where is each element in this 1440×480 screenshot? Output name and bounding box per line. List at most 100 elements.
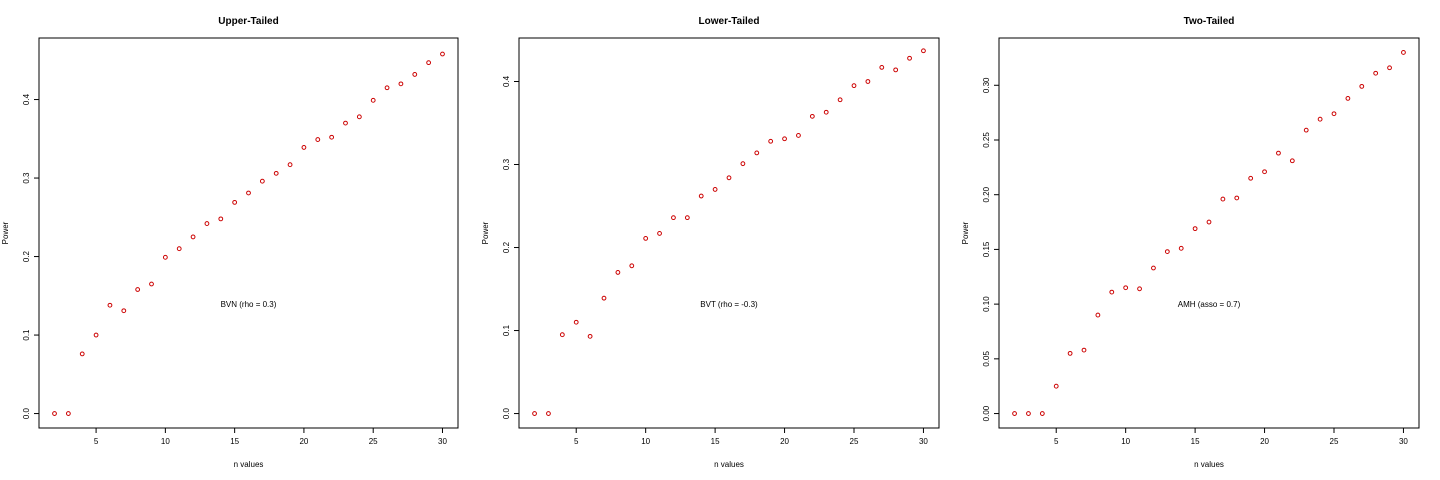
x-tick-label: 5 [94, 437, 99, 446]
data-point [546, 411, 551, 416]
data-point [1317, 116, 1323, 122]
data-point [782, 136, 787, 142]
y-tick-label: 0.1 [22, 329, 31, 341]
data-point [135, 287, 141, 292]
data-point [149, 281, 154, 287]
data-point [1331, 111, 1337, 117]
data-point [384, 85, 390, 91]
data-point [273, 170, 279, 176]
x-tick-label: 30 [438, 437, 447, 446]
data-point [1192, 226, 1198, 232]
data-point [851, 83, 857, 89]
data-point [1081, 347, 1087, 353]
data-point [643, 235, 649, 241]
data-point [176, 246, 182, 252]
data-point [1359, 83, 1365, 89]
y-tick-label: 0.0 [22, 407, 31, 419]
x-tick-label: 30 [1399, 437, 1408, 446]
data-point [865, 79, 871, 84]
y-tick-label: 0.0 [502, 407, 511, 419]
data-point [412, 72, 418, 77]
x-tick-label: 15 [230, 437, 239, 446]
data-point [1053, 383, 1059, 389]
data-point [698, 193, 704, 199]
data-point [315, 137, 321, 142]
data-point [1276, 150, 1281, 156]
plot-annotation: BVN (rho = 0.3) [221, 300, 277, 309]
data-point [52, 411, 57, 416]
data-point [1095, 312, 1101, 318]
data-point [587, 333, 593, 339]
data-point [1123, 285, 1129, 291]
data-point [204, 221, 210, 226]
data-point [329, 134, 335, 140]
data-point [246, 190, 251, 196]
data-point [1373, 70, 1379, 76]
chart-title: Two-Tailed [1184, 16, 1235, 27]
y-tick-label: 0.15 [982, 241, 991, 257]
data-point [921, 48, 926, 54]
y-tick-label: 0.00 [982, 405, 991, 421]
data-point [343, 120, 348, 126]
y-axis-label: Power [961, 221, 970, 244]
data-point [601, 295, 607, 301]
x-tick-label: 25 [850, 437, 859, 446]
chart-panel-1: Upper-Tailed 5 10 15 20 25 30 0.0 0.1 0.2 0.3 0.4 n … [1, 16, 459, 469]
x-tick-label: 30 [919, 437, 928, 446]
data-point [1234, 195, 1240, 201]
data-point [726, 175, 732, 181]
plot-frame [38, 37, 459, 429]
data-point [740, 161, 746, 167]
x-tick-label: 20 [1260, 437, 1269, 446]
data-point [65, 411, 71, 416]
data-point [218, 216, 224, 222]
x-axis-label: n values [234, 460, 264, 469]
data-point [1262, 169, 1267, 175]
data-point [93, 332, 99, 338]
y-tick-label: 0.3 [22, 172, 31, 184]
data-point [1012, 411, 1017, 416]
data-point [1220, 196, 1226, 202]
x-tick-label: 15 [711, 437, 720, 446]
data-point [559, 332, 565, 338]
data-point [440, 51, 445, 57]
x-tick-label: 20 [780, 437, 789, 446]
x-tick-label: 15 [1191, 437, 1200, 446]
y-tick-label: 0.30 [982, 77, 991, 93]
y-tick-label: 0.05 [982, 351, 991, 367]
data-point [1401, 50, 1406, 55]
plot-frame [998, 37, 1420, 429]
data-point [1206, 219, 1212, 225]
data-point [532, 411, 537, 416]
y-tick-label: 0.20 [982, 186, 991, 202]
y-tick-label: 0.2 [502, 241, 511, 253]
data-point [232, 199, 238, 205]
y-axis-label: Power [481, 221, 490, 244]
data-point [1137, 286, 1142, 292]
plot-annotation: AMH (asso = 0.7) [1178, 300, 1241, 309]
x-axis-label: n values [714, 460, 744, 469]
data-point [1026, 411, 1031, 416]
chart-title: Lower-Tailed [699, 16, 760, 27]
data-point [754, 150, 760, 156]
y-tick-label: 0.1 [502, 324, 511, 336]
data-point [809, 113, 815, 119]
data-point [356, 114, 362, 120]
x-tick-label: 20 [299, 437, 308, 446]
data-point [823, 109, 829, 115]
y-tick-label: 0.4 [22, 93, 31, 105]
data-point [879, 64, 885, 70]
data-point [1289, 158, 1295, 164]
chart-title: Upper-Tailed [218, 16, 278, 27]
data-point [370, 97, 376, 103]
y-tick-label: 0.4 [502, 75, 511, 87]
y-tick-label: 0.25 [982, 132, 991, 148]
data-point [190, 234, 196, 240]
chart-panel-2: Lower-Tailed 5 10 15 20 25 30 0.0 0.1 0.2 0.3 0.4 n … [481, 16, 940, 469]
data-point [79, 351, 85, 357]
x-tick-label: 5 [1054, 437, 1059, 446]
data-point [1109, 289, 1115, 295]
data-point [301, 145, 307, 150]
plot-frame [518, 37, 940, 429]
